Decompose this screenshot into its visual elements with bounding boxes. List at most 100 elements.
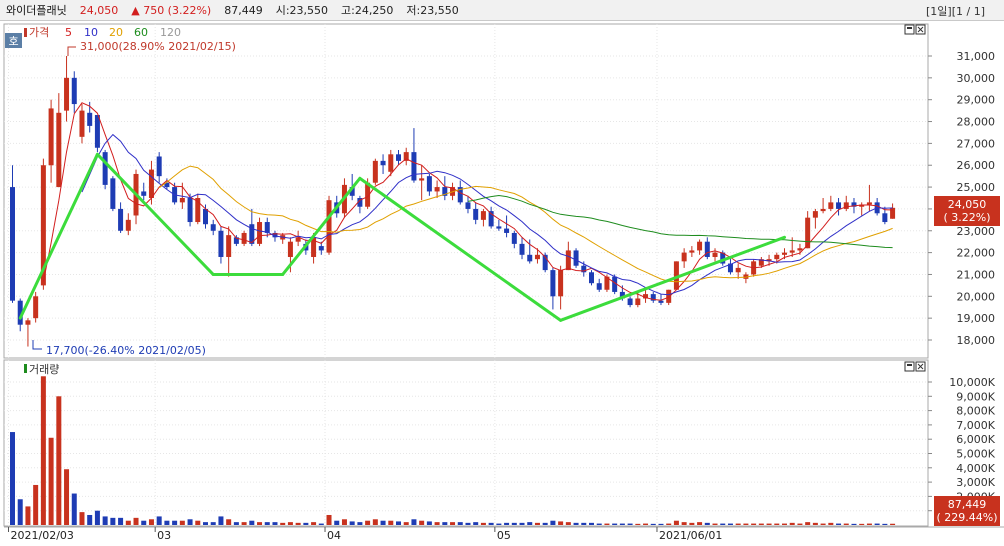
candle-body <box>210 224 216 231</box>
volume-bar <box>303 522 309 525</box>
candle-body <box>33 296 39 319</box>
candle-body <box>357 198 363 207</box>
volume-panel-maximize-button[interactable] <box>904 361 915 372</box>
volume-bar <box>589 522 594 525</box>
volume-bar <box>218 516 224 525</box>
x-axis-label: 03 <box>157 529 171 542</box>
volume-bar <box>643 523 649 525</box>
volume-bar <box>666 523 672 525</box>
candle-body <box>697 241 703 251</box>
candle-body <box>836 202 842 209</box>
candle-body <box>388 154 394 172</box>
candle-body <box>434 187 440 192</box>
volume-bar <box>25 506 31 525</box>
volume-bar <box>488 522 494 525</box>
close-icon <box>917 26 924 33</box>
candle-body <box>712 252 718 257</box>
volume-bar <box>874 523 880 525</box>
high-annotation-text: 31,000(28.90% 2021/02/15) <box>80 40 236 53</box>
volume-bar <box>650 523 656 525</box>
legend-ma20: 20 <box>109 26 123 39</box>
candle-body <box>365 182 371 207</box>
volume-bar <box>843 523 849 525</box>
candle-body <box>426 176 432 192</box>
candle-body <box>257 222 263 244</box>
candle-body <box>480 211 486 220</box>
volume-bar <box>890 523 896 525</box>
volume-bar <box>372 519 378 525</box>
volume-bar <box>882 523 888 525</box>
volume-bar <box>411 519 417 525</box>
low-annotation: 17,700(-26.40% 2021/02/05) <box>32 340 206 357</box>
volume-bar <box>17 499 23 525</box>
volume-bar <box>450 522 456 525</box>
volume-bar <box>295 522 301 525</box>
ma5-line <box>42 102 893 301</box>
candle-body <box>71 77 77 105</box>
volume-bar <box>619 523 625 525</box>
volume-bar <box>118 517 124 525</box>
volume-bar <box>812 522 818 525</box>
volume-bar <box>179 520 185 525</box>
candle-body <box>735 267 741 273</box>
volume-bar <box>789 522 795 525</box>
volume-bar <box>534 522 540 525</box>
volume-bar <box>249 520 255 525</box>
volume-bar <box>172 520 178 525</box>
candle-body <box>380 160 386 166</box>
price-tick-label: 23,000 <box>957 225 996 238</box>
volume-bar <box>357 522 363 525</box>
candle-body <box>681 252 687 262</box>
candle-body <box>148 169 154 198</box>
price-tick-label: 30,000 <box>957 72 996 85</box>
low-price: 저:23,550 <box>406 4 459 17</box>
period-info[interactable]: [1일][1 / 1] <box>926 5 985 18</box>
volume-bar <box>341 519 347 525</box>
candle-body <box>264 222 270 233</box>
candle-body <box>10 187 15 301</box>
candle-body <box>782 252 787 255</box>
stock-name: 와이더플래닛 <box>6 4 67 17</box>
candle-body <box>233 237 239 244</box>
last-price-label: 24,050 <box>948 198 987 211</box>
overlay-button[interactable] <box>5 33 22 48</box>
volume-tick-label: 10,000K <box>949 376 995 389</box>
candle-body <box>249 224 255 244</box>
price-tick-label: 29,000 <box>957 94 996 107</box>
high-price: 고:24,250 <box>341 4 394 17</box>
volume-bar <box>426 521 432 525</box>
open-price: 시:23,550 <box>275 4 329 17</box>
volume-bar <box>365 520 371 525</box>
volume-bar <box>473 522 479 525</box>
x-axis-label: 04 <box>327 529 341 542</box>
volume-title: 거래량 <box>29 363 59 376</box>
candle-body <box>141 191 147 196</box>
volume-bar <box>233 522 239 525</box>
candle-body <box>419 178 425 181</box>
trendline-up-1 <box>18 152 99 320</box>
candle-body <box>295 237 301 242</box>
candle-body <box>604 276 610 290</box>
candle-body <box>118 208 124 231</box>
candle-body <box>720 252 726 264</box>
volume-bar <box>380 520 386 525</box>
candle-body <box>573 250 579 266</box>
candle-body <box>87 112 93 126</box>
candle-body <box>79 110 85 137</box>
candle-body <box>658 300 664 303</box>
candle-body <box>56 112 62 188</box>
volume-bar <box>396 521 401 525</box>
candle-body <box>851 202 857 207</box>
volume-bar <box>527 522 533 525</box>
volume-bar <box>241 522 247 525</box>
price-panel-maximize-button[interactable] <box>904 24 915 35</box>
volume-bar <box>280 522 286 525</box>
trendline-down-1 <box>95 152 215 276</box>
volume-tick-label: 5,000K <box>956 448 995 461</box>
candle-body <box>17 300 23 325</box>
candle-body <box>94 114 100 148</box>
volume-bar <box>681 522 687 525</box>
price-tick-label: 20,000 <box>957 290 996 303</box>
candle-body <box>195 198 201 223</box>
last-price-marker <box>934 196 1000 226</box>
